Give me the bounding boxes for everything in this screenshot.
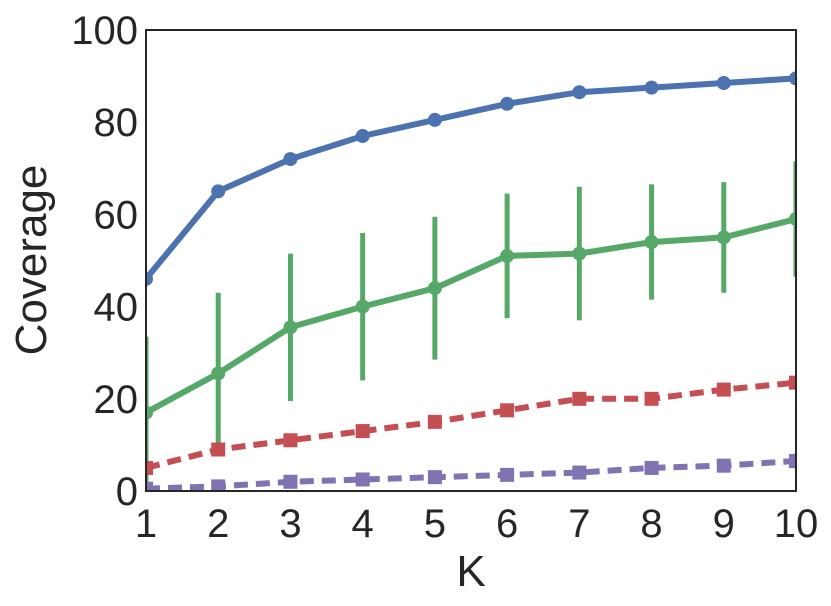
data-point — [572, 391, 587, 406]
x-tick-label: 10 — [774, 502, 819, 546]
data-point — [211, 184, 226, 199]
data-point — [572, 246, 587, 261]
data-point — [427, 281, 442, 296]
x-tick-label: 2 — [207, 502, 229, 546]
data-point — [644, 391, 659, 406]
data-point — [500, 96, 515, 111]
data-point — [644, 460, 659, 475]
y-tick-label: 60 — [94, 193, 139, 237]
data-point — [716, 76, 731, 91]
data-point — [211, 479, 226, 491]
data-point — [789, 71, 796, 86]
series-line — [146, 458, 796, 491]
data-point — [572, 465, 587, 480]
x-tick-label: 7 — [568, 502, 590, 546]
data-point — [146, 405, 153, 420]
y-tick-label: 0 — [116, 470, 138, 514]
data-point — [427, 112, 442, 127]
y-tick-label: 100 — [71, 9, 138, 53]
y-tick-label: 40 — [94, 286, 139, 330]
series-line — [146, 216, 796, 416]
data-point — [644, 235, 659, 250]
data-point — [716, 230, 731, 245]
series-3 — [146, 375, 796, 475]
data-point — [211, 442, 226, 457]
data-point — [789, 212, 796, 227]
data-point — [644, 80, 659, 95]
data-point — [500, 467, 515, 482]
x-axis-label: K — [456, 547, 485, 596]
x-tick-label: 8 — [640, 502, 662, 546]
data-point — [500, 403, 515, 418]
data-point — [355, 129, 370, 144]
series-1 — [146, 71, 796, 286]
data-point — [355, 424, 370, 439]
x-tick-label: 4 — [352, 502, 374, 546]
data-point — [500, 248, 515, 263]
data-point — [789, 375, 796, 390]
data-point — [716, 382, 731, 397]
data-point — [146, 460, 153, 475]
plot-area — [146, 71, 796, 491]
data-point — [355, 299, 370, 314]
data-point — [789, 454, 796, 469]
x-tick-label: 1 — [135, 502, 157, 546]
series-line — [146, 75, 796, 281]
data-point — [572, 85, 587, 100]
x-tick-label: 3 — [279, 502, 301, 546]
data-point — [427, 470, 442, 485]
series-4 — [146, 453, 796, 491]
series-line — [146, 379, 796, 471]
plot-frame — [145, 29, 797, 492]
plot-marks — [146, 71, 796, 491]
x-tick-label: 6 — [496, 502, 518, 546]
data-point — [211, 366, 226, 381]
x-tick-label: 9 — [713, 502, 735, 546]
data-point — [283, 474, 298, 489]
x-tick-label: 5 — [424, 502, 446, 546]
data-point — [427, 414, 442, 429]
data-point — [716, 458, 731, 473]
data-point — [355, 472, 370, 487]
data-point — [283, 152, 298, 167]
data-point — [146, 271, 153, 286]
y-tick-label: 20 — [94, 378, 139, 422]
data-point — [283, 433, 298, 448]
y-axis-label: Coverage — [7, 165, 56, 356]
y-tick-label: 80 — [94, 101, 139, 145]
data-point — [283, 320, 298, 335]
data-point — [146, 481, 153, 491]
series-2 — [146, 161, 796, 489]
